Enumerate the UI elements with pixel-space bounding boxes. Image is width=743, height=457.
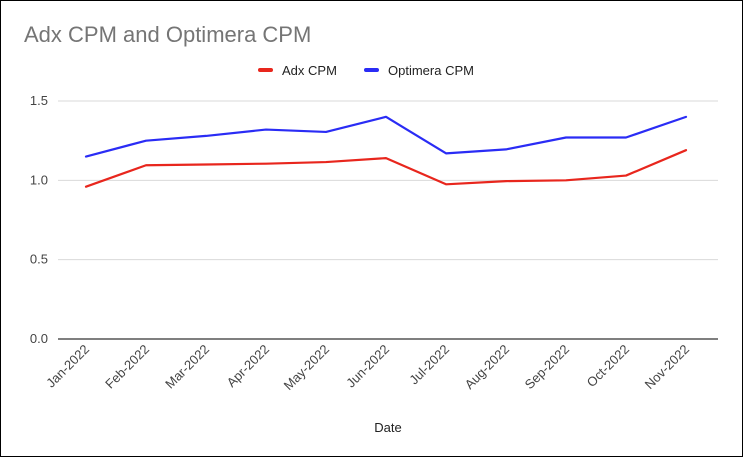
x-axis-ticks: Jan-2022 Feb-2022 Mar-2022 Apr-2022 May-2022… bbox=[43, 342, 692, 393]
series-line-adx-cpm bbox=[84, 149, 688, 188]
legend-label: Optimera CPM bbox=[388, 63, 474, 78]
series-lines bbox=[84, 115, 688, 188]
x-tick-label: Feb-2022 bbox=[102, 342, 152, 392]
series-line-optimera-cpm bbox=[84, 115, 688, 158]
x-tick-label: Aug-2022 bbox=[462, 342, 512, 392]
x-tick-label: Nov-2022 bbox=[642, 342, 692, 392]
x-tick-label: Sep-2022 bbox=[522, 342, 572, 392]
x-tick-label: Jan-2022 bbox=[43, 342, 92, 391]
x-tick-label: Jul-2022 bbox=[406, 342, 452, 388]
x-tick-label: Oct-2022 bbox=[584, 342, 632, 390]
y-tick-label: 0.5 bbox=[30, 252, 48, 267]
y-tick-label: 1.0 bbox=[30, 172, 48, 187]
y-tick-label: 1.5 bbox=[30, 93, 48, 108]
y-axis-ticks: 0.0 0.5 1.0 1.5 bbox=[30, 93, 48, 346]
x-tick-label: Mar-2022 bbox=[162, 342, 212, 392]
chart-title: Adx CPM and Optimera CPM bbox=[24, 22, 312, 47]
legend-swatch bbox=[364, 68, 379, 72]
y-tick-label: 0.0 bbox=[30, 331, 48, 346]
x-tick-label: Jun-2022 bbox=[343, 342, 392, 391]
x-tick-label: Apr-2022 bbox=[224, 342, 272, 390]
x-tick-label: May-2022 bbox=[281, 342, 332, 393]
legend: Adx CPM Optimera CPM bbox=[258, 63, 474, 78]
x-axis-title: Date bbox=[374, 420, 401, 435]
legend-swatch bbox=[258, 68, 273, 72]
legend-label: Adx CPM bbox=[282, 63, 337, 78]
gridlines bbox=[58, 100, 718, 340]
